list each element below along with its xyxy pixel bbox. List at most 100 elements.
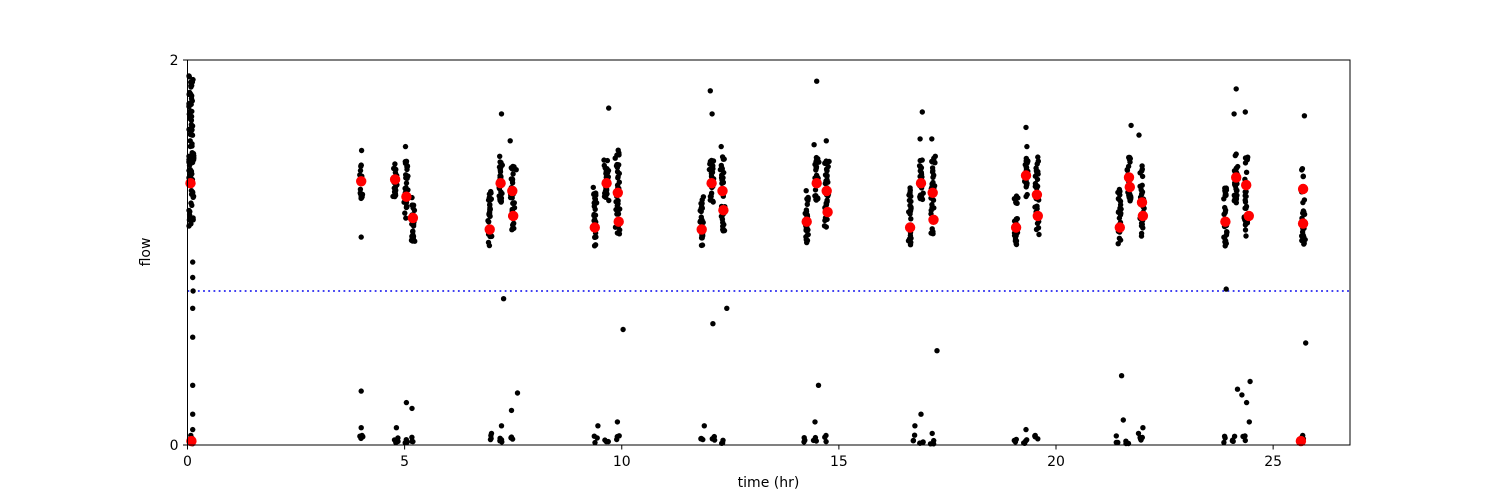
black-dot [391,437,398,443]
black-dot [719,154,726,160]
black-dot [393,166,399,173]
black-dot [911,432,918,438]
black-dot [1222,204,1228,211]
black-dot [930,228,936,235]
black-dot [188,113,195,120]
black-dot [934,348,940,354]
red-dot [1010,222,1022,233]
black-dot [614,230,621,236]
black-dot [1128,122,1134,129]
black-dot [1232,183,1239,189]
black-dot [1138,230,1145,237]
black-dot [1243,189,1249,195]
black-dot [813,197,819,203]
black-dot [604,191,610,197]
black-dot [1139,163,1145,169]
black-dot [507,138,513,144]
black-dot [601,162,607,169]
black-dot [1247,378,1253,385]
black-dot [1140,425,1146,431]
black-dot [701,423,707,429]
red-dot [407,212,419,224]
black-dot [700,194,707,200]
black-dot [1011,437,1017,444]
black-dot [929,205,935,211]
black-dot [929,165,936,171]
black-dot [908,235,914,241]
black-dot [358,425,364,431]
black-dot [592,234,598,240]
black-dot [404,175,410,182]
black-dot [509,165,515,171]
black-dot [187,215,193,221]
black-dot [917,136,923,142]
black-dot [190,305,196,311]
red-dot [1020,170,1032,181]
black-dot [606,197,612,204]
black-dot [1223,286,1229,292]
black-dot [920,439,926,445]
black-dot [1033,168,1040,174]
black-dot [403,215,409,221]
black-dot [514,390,521,396]
red-dot [601,178,612,189]
black-dot [592,199,598,205]
black-dot [1032,183,1039,190]
black-dot [710,163,716,169]
black-dot [187,108,194,114]
black-dot [499,190,505,197]
black-dot [190,334,196,340]
black-dot [1246,419,1253,425]
x-tick-label: 20 [1047,454,1065,470]
black-dot [187,153,194,159]
red-dot [1297,183,1309,195]
black-dot [1124,167,1131,173]
red-dot [927,187,938,198]
black-dot [620,326,626,333]
black-dot [392,193,398,200]
black-dot [709,436,715,442]
black-dot [824,173,830,180]
red-dot [1136,197,1148,208]
black-dot [824,159,831,165]
black-dot [813,157,820,164]
black-dot [190,426,196,433]
black-dot [409,405,415,412]
black-dot [1115,189,1121,196]
black-dot [721,169,727,176]
black-dot [500,296,507,302]
black-dot [497,169,504,175]
black-dot [188,91,194,97]
black-dot [358,147,365,154]
black-dot [1239,392,1245,398]
black-dot [805,196,811,202]
black-dot [805,227,811,233]
black-dot [710,199,716,205]
black-dot [930,174,936,180]
black-dot [1242,222,1249,228]
black-dot [613,199,619,205]
black-dot [719,165,725,171]
black-dot [707,88,713,94]
black-dot [188,95,195,102]
black-dot [823,432,829,439]
black-dot [189,132,196,138]
black-dot [487,206,493,212]
black-dot [906,192,912,198]
black-dot [802,210,808,217]
black-dot [358,194,364,200]
black-dot [393,425,400,431]
red-dot [1032,210,1044,222]
black-dot [614,162,621,168]
black-dot [594,435,600,441]
black-dot [824,216,830,223]
black-dot [812,187,819,193]
black-dot [700,436,706,443]
black-dot [1032,433,1038,439]
black-dot [187,168,194,174]
black-dot [927,441,934,447]
black-dot [592,195,598,201]
red-dot [717,185,728,197]
black-dot [811,142,817,148]
black-dot [486,191,493,197]
